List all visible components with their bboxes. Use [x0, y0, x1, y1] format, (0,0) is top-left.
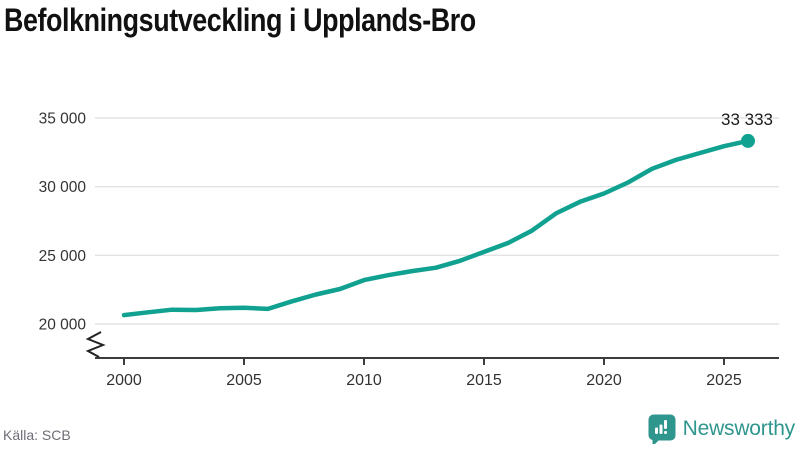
newsworthy-logo-icon [648, 414, 676, 444]
latest-value-label: 33 333 [721, 110, 773, 129]
y-tick-label: 30 000 [39, 179, 87, 196]
x-axis-ticks [123, 358, 725, 365]
x-tick-label: 2000 [106, 372, 142, 389]
footer: Källa: SCB Newsworthy [0, 410, 800, 450]
y-tick-label: 35 000 [39, 111, 87, 128]
y-tick-label: 25 000 [39, 248, 87, 265]
population-line-chart: 20 000 25 000 30 000 35 000 2000 2005 2010 201… [39, 110, 779, 389]
x-tick-label: 2015 [466, 372, 502, 389]
chart-title: Befolkningsutveckling i Upplands-Bro [4, 2, 476, 38]
x-tick-label: 2025 [706, 372, 742, 389]
bar-chart-glyph [654, 420, 667, 434]
newsworthy-logo-text: Newsworthy [682, 417, 796, 440]
latest-value-dot [741, 133, 755, 148]
x-tick-label: 2010 [346, 372, 382, 389]
population-trend-line [121, 138, 751, 318]
source-label: Källa: SCB [3, 427, 71, 443]
x-tick-label: 2005 [226, 372, 262, 389]
newsworthy-logo: Newsworthy [648, 414, 795, 444]
gridlines [95, 117, 779, 325]
y-axis-break-icon [85, 331, 106, 358]
x-tick-label: 2020 [586, 372, 622, 389]
y-tick-label: 20 000 [39, 317, 87, 334]
x-axis-tick-labels: 2000 2005 2010 2015 2020 2025 [106, 372, 742, 389]
y-axis-tick-labels: 20 000 25 000 30 000 35 000 [39, 111, 87, 334]
